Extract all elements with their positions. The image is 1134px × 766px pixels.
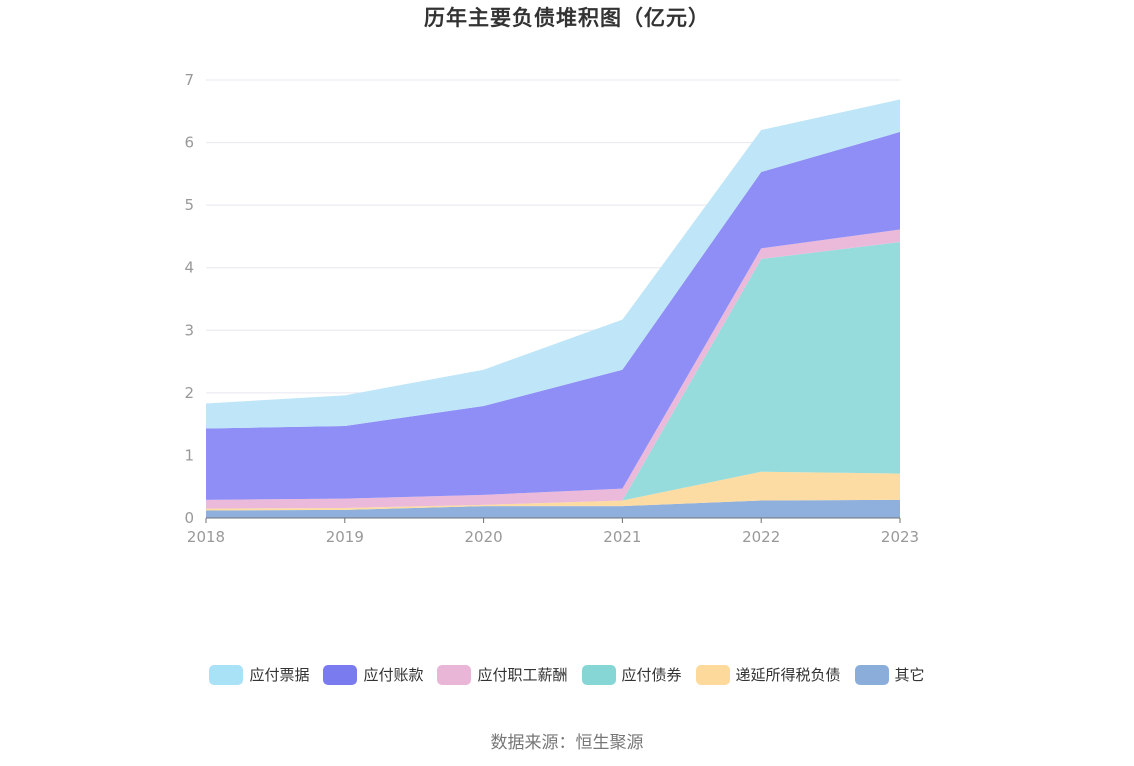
legend-label: 应付债券 [621, 666, 682, 684]
legend-swatch [581, 664, 616, 685]
legend-swatch [695, 664, 730, 685]
y-tick-label: 4 [184, 259, 194, 277]
legend-swatch [209, 664, 244, 685]
y-tick-label: 3 [184, 321, 194, 339]
x-tick-label: 2022 [742, 528, 780, 546]
legend-item[interactable]: 递延所得税负债 [695, 664, 841, 685]
area-series-2 [206, 471, 900, 511]
y-tick-label: 2 [184, 384, 194, 402]
legend-label: 其它 [894, 666, 925, 684]
legend-item[interactable]: 应付账款 [323, 664, 423, 685]
y-tick-label: 0 [184, 509, 194, 527]
legend-item[interactable]: 应付债券 [581, 664, 682, 685]
y-tick-label: 5 [184, 196, 194, 214]
x-tick-label: 2019 [326, 528, 364, 546]
area-series-6 [206, 99, 900, 429]
legend-swatch [323, 664, 358, 685]
y-tick-label: 6 [184, 134, 194, 152]
legend-label: 应付票据 [249, 666, 310, 684]
y-tick-label: 1 [184, 446, 194, 464]
axes: 0 1 2 3 4 5 6 7 2018 2019 2020 2021 2022 2023 [184, 71, 919, 546]
legend-item[interactable]: 其它 [854, 664, 925, 685]
area-series-1 [206, 499, 900, 518]
legend-swatch [854, 664, 889, 685]
x-tick-label: 2023 [881, 528, 919, 546]
area-series [206, 99, 900, 518]
legend-label: 应付职工薪酬 [477, 666, 568, 684]
stacked-area-chart: 0 1 2 3 4 5 6 7 2018 2019 2020 2021 2022 2023 [184, 71, 919, 546]
legend-label: 应付账款 [363, 666, 424, 684]
legend-label: 递延所得税负债 [735, 666, 841, 684]
chart-title: 历年主要负债堆积图（亿元） [424, 6, 710, 30]
data-source: 数据来源：恒生聚源 [490, 733, 644, 753]
area-series-3 [206, 242, 900, 509]
legend-item[interactable]: 应付票据 [209, 664, 309, 685]
legend-item[interactable]: 应付职工薪酬 [437, 664, 568, 685]
y-tick-label: 7 [184, 71, 194, 89]
x-tick-label: 2021 [603, 528, 641, 546]
chart-legend: 应付票据 应付账款 应付职工薪酬 应付债券 递延所得税负债 其它 [0, 664, 1134, 685]
area-series-5 [206, 131, 900, 500]
x-tick-label: 2018 [187, 528, 225, 546]
legend-swatch [437, 664, 472, 685]
x-tick-label: 2020 [465, 528, 503, 546]
